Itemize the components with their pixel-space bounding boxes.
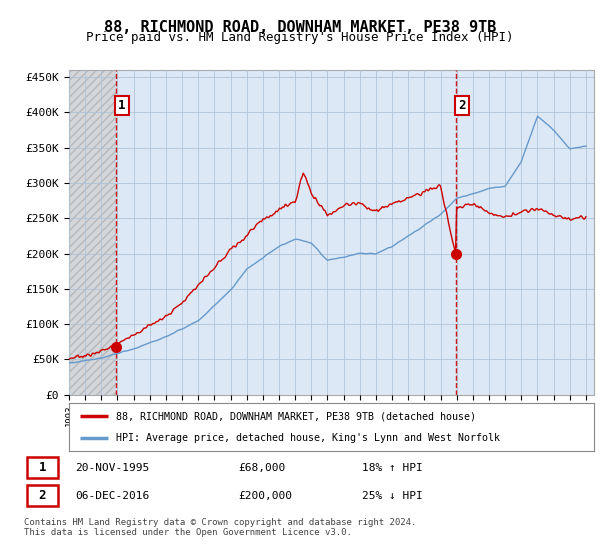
Text: Contains HM Land Registry data © Crown copyright and database right 2024.
This d: Contains HM Land Registry data © Crown c… bbox=[24, 518, 416, 538]
Text: 18% ↑ HPI: 18% ↑ HPI bbox=[362, 463, 423, 473]
Text: 1: 1 bbox=[38, 461, 46, 474]
Text: 88, RICHMOND ROAD, DOWNHAM MARKET, PE38 9TB (detached house): 88, RICHMOND ROAD, DOWNHAM MARKET, PE38 … bbox=[116, 411, 476, 421]
FancyBboxPatch shape bbox=[27, 485, 58, 506]
Text: 1: 1 bbox=[118, 99, 126, 112]
Text: 2: 2 bbox=[38, 489, 46, 502]
Text: 20-NOV-1995: 20-NOV-1995 bbox=[75, 463, 149, 473]
Text: 25% ↓ HPI: 25% ↓ HPI bbox=[362, 491, 423, 501]
FancyBboxPatch shape bbox=[27, 457, 58, 478]
Text: 88, RICHMOND ROAD, DOWNHAM MARKET, PE38 9TB: 88, RICHMOND ROAD, DOWNHAM MARKET, PE38 … bbox=[104, 20, 496, 35]
Text: £68,000: £68,000 bbox=[238, 463, 286, 473]
Text: £200,000: £200,000 bbox=[238, 491, 292, 501]
Text: HPI: Average price, detached house, King's Lynn and West Norfolk: HPI: Average price, detached house, King… bbox=[116, 433, 500, 443]
Text: Price paid vs. HM Land Registry's House Price Index (HPI): Price paid vs. HM Land Registry's House … bbox=[86, 31, 514, 44]
Text: 2: 2 bbox=[458, 99, 466, 112]
Bar bbox=[69, 70, 116, 395]
Text: 06-DEC-2016: 06-DEC-2016 bbox=[75, 491, 149, 501]
